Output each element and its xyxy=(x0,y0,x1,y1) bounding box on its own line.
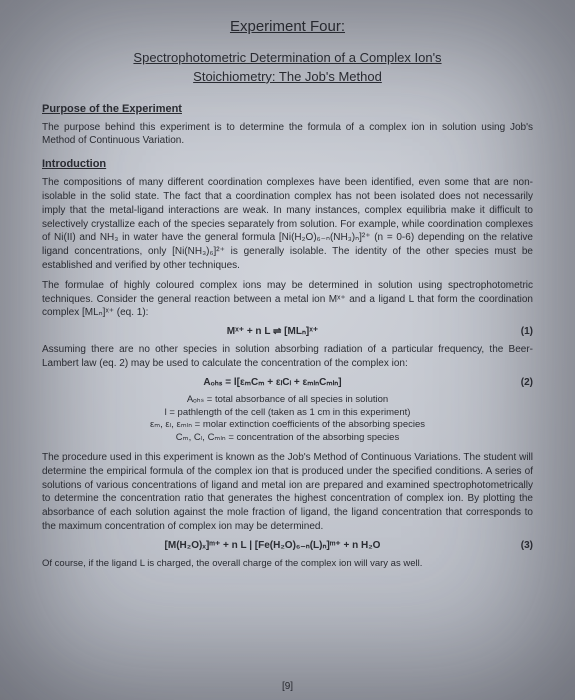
equation-2-number: (2) xyxy=(503,377,533,388)
section-head-introduction: Introduction xyxy=(42,158,533,170)
equation-3-row: [M(H₂O)ₓ]ᵐ⁺ + n L | [Fe(H₂O)₆₋ₙ(L)ₙ]ᵐ⁺ +… xyxy=(42,540,533,551)
equation-3: [M(H₂O)ₓ]ᵐ⁺ + n L | [Fe(H₂O)₆₋ₙ(L)ₙ]ᵐ⁺ +… xyxy=(42,540,503,551)
definition-extinction: εₘ, εₗ, εₘₗₙ = molar extinction coeffici… xyxy=(42,419,533,432)
equation-1-row: Mˣ⁺ + n L ⇌ [MLₙ]ˣ⁺ (1) xyxy=(42,326,533,337)
definitions-block: Aₒₕₛ = total absorbance of all species i… xyxy=(42,394,533,445)
beer-lambert-paragraph: Assuming there are no other species in s… xyxy=(42,343,533,371)
title-main: Experiment Four: xyxy=(42,18,533,35)
equation-2: Aₒₕₛ = l[εₘCₘ + εₗCₗ + εₘₗₙCₘₗₙ] xyxy=(42,377,503,388)
title-subtitle: Spectrophotometric Determination of a Co… xyxy=(42,49,533,87)
intro-paragraph-2: The formulae of highly coloured complex … xyxy=(42,279,533,320)
equation-2-row: Aₒₕₛ = l[εₘCₘ + εₗCₗ + εₘₗₙCₘₗₙ] (2) xyxy=(42,377,533,388)
purpose-paragraph: The purpose behind this experiment is to… xyxy=(42,121,533,149)
ofcourse-paragraph: Of course, if the ligand L is charged, t… xyxy=(42,557,533,570)
section-head-purpose: Purpose of the Experiment xyxy=(42,103,533,115)
document-page: Experiment Four: Spectrophotometric Dete… xyxy=(42,18,533,700)
equation-1: Mˣ⁺ + n L ⇌ [MLₙ]ˣ⁺ xyxy=(42,326,503,337)
definition-pathlength: l = pathlength of the cell (taken as 1 c… xyxy=(42,407,533,420)
intro-paragraph-1: The compositions of many different coord… xyxy=(42,176,533,273)
title-sub-line1: Spectrophotometric Determination of a Co… xyxy=(133,50,441,65)
equation-3-number: (3) xyxy=(503,540,533,551)
procedure-paragraph: The procedure used in this experiment is… xyxy=(42,451,533,534)
page-number: [9] xyxy=(42,681,533,692)
definition-concentration: Cₘ, Cₗ, Cₘₗₙ = concentration of the abso… xyxy=(42,432,533,445)
title-sub-line2: Stoichiometry: The Job's Method xyxy=(193,69,382,84)
definition-absorbance: Aₒₕₛ = total absorbance of all species i… xyxy=(42,394,533,407)
equation-1-number: (1) xyxy=(503,326,533,337)
